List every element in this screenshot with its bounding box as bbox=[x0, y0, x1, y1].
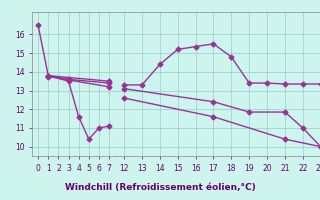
Text: Windchill (Refroidissement éolien,°C): Windchill (Refroidissement éolien,°C) bbox=[65, 183, 255, 192]
